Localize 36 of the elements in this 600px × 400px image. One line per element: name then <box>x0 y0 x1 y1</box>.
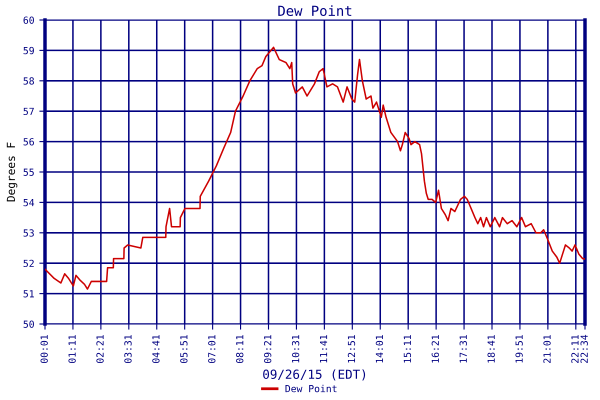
x-tick-label: 11:41 <box>320 335 328 363</box>
y-tick-label: 50 <box>24 320 34 328</box>
x-tick-label: 08:11 <box>236 335 244 364</box>
chart-title: Dew Point <box>278 5 352 16</box>
x-tick-label: 22:34 <box>580 334 588 363</box>
y-tick-label: 59 <box>24 46 34 54</box>
y-tick-label: 60 <box>24 16 34 24</box>
y-tick-label: 51 <box>24 290 34 298</box>
x-tick-label: 21:01 <box>543 335 551 363</box>
x-axis-title: 09/26/15 (EDT) <box>263 369 366 380</box>
x-tick-label: 00:01 <box>40 335 48 364</box>
x-tick-label: 09:21 <box>264 335 272 364</box>
y-tick-label: 52 <box>24 260 34 268</box>
y-tick-label: 55 <box>24 168 34 176</box>
x-tick-label: 15:11 <box>404 335 412 363</box>
y-tick-label: 58 <box>24 77 34 85</box>
y-tick-label: 57 <box>24 108 34 116</box>
x-tick-label: 18:41 <box>487 335 495 363</box>
x-tick-label: 04:41 <box>152 335 160 364</box>
y-tick-label: 56 <box>24 138 34 146</box>
y-tick-label: 54 <box>24 199 34 206</box>
x-tick-label: 01:11 <box>68 335 76 364</box>
x-tick-label: 02:21 <box>96 335 104 364</box>
legend-label: Dew Point <box>285 384 337 392</box>
x-tick-label: 07:01 <box>208 335 216 364</box>
y-axis-title: Degrees F <box>6 142 18 202</box>
y-tick-label: 53 <box>24 229 34 237</box>
x-tick-label: 19:51 <box>515 335 523 363</box>
x-tick-label: 17:31 <box>460 335 467 363</box>
x-tick-label: 14:01 <box>376 335 384 363</box>
x-tick-label: 12:51 <box>348 335 356 363</box>
x-tick-label: 22:11 <box>571 335 579 363</box>
x-tick-label: 05:51 <box>180 335 188 364</box>
x-tick-label: 10:31 <box>292 335 300 363</box>
x-tick-label: 16:21 <box>432 335 439 363</box>
x-tick-label: 03:31 <box>124 335 132 364</box>
